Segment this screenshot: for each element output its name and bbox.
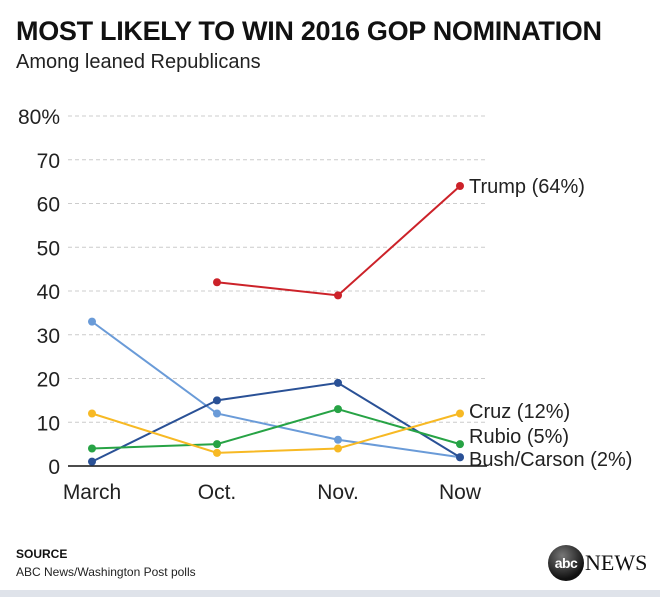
data-point-rubio bbox=[456, 440, 464, 449]
data-point-bush bbox=[213, 409, 221, 418]
data-point-cruz bbox=[456, 409, 464, 418]
data-point-cruz bbox=[88, 409, 96, 418]
source-text: ABC News/Washington Post polls bbox=[16, 565, 196, 579]
series-label-carson: Bush/Carson (2%) bbox=[469, 449, 632, 471]
y-tick-label: 20 bbox=[37, 369, 60, 392]
abc-logo-news: NEWS bbox=[585, 550, 648, 575]
y-tick-label: 80% bbox=[18, 106, 60, 129]
y-tick-label: 40 bbox=[37, 281, 60, 304]
series-line-rubio bbox=[91, 408, 461, 450]
y-tick-label: 0 bbox=[48, 456, 60, 479]
series-label-cruz: Cruz (12%) bbox=[469, 401, 570, 423]
y-tick-label: 30 bbox=[37, 325, 60, 348]
series-line-bush bbox=[91, 320, 461, 459]
data-point-rubio bbox=[213, 440, 221, 449]
data-point-trump bbox=[213, 278, 221, 287]
data-point-bush bbox=[334, 435, 342, 444]
data-point-carson bbox=[213, 396, 221, 405]
x-tick-label: Nov. bbox=[317, 481, 359, 504]
data-point-cruz bbox=[334, 444, 342, 453]
series-label-rubio: Rubio (5%) bbox=[469, 426, 569, 448]
chart-title: MOST LIKELY TO WIN 2016 GOP NOMINATION bbox=[16, 16, 602, 46]
x-tick-label: Oct. bbox=[198, 481, 237, 504]
data-point-rubio bbox=[88, 444, 96, 453]
series-line-carson bbox=[91, 381, 461, 463]
data-point-rubio bbox=[334, 405, 342, 414]
series-label-trump: Trump (64%) bbox=[469, 176, 585, 198]
bottom-bar bbox=[0, 590, 660, 597]
y-tick-label: 50 bbox=[37, 237, 60, 260]
data-point-carson bbox=[456, 453, 464, 462]
source-heading: SOURCE bbox=[16, 547, 68, 561]
abc-logo-ball: abc bbox=[548, 545, 584, 581]
data-point-trump bbox=[456, 182, 464, 190]
x-tick-label: March bbox=[63, 481, 121, 504]
series-line-trump bbox=[216, 185, 461, 297]
y-tick-label: 10 bbox=[37, 412, 60, 435]
data-point-cruz bbox=[213, 448, 221, 457]
series-line-cruz bbox=[91, 412, 461, 454]
data-point-carson bbox=[334, 378, 342, 387]
abc-news-logo: abc NEWS bbox=[548, 545, 647, 581]
data-point-carson bbox=[88, 457, 96, 466]
data-point-trump bbox=[334, 291, 342, 300]
data-point-bush bbox=[88, 317, 96, 326]
chart-subtitle: Among leaned Republicans bbox=[16, 51, 261, 73]
y-tick-label: 60 bbox=[37, 194, 60, 217]
y-tick-label: 70 bbox=[37, 150, 60, 173]
x-tick-label: Now bbox=[439, 481, 482, 504]
